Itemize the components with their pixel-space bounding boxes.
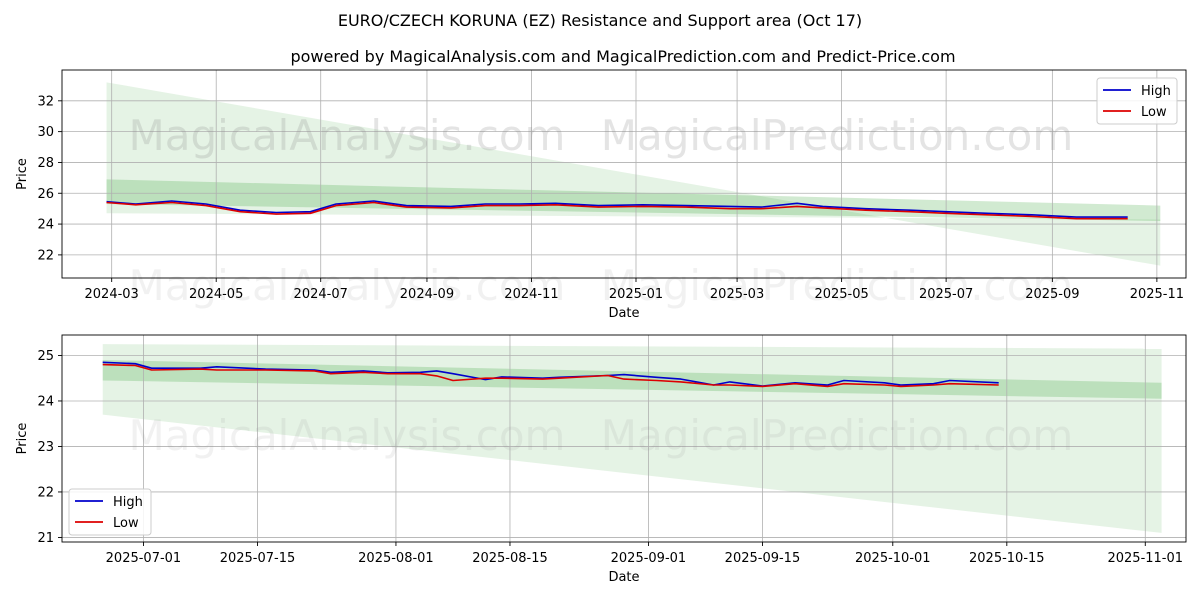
plot-frame bbox=[61, 334, 1187, 543]
series-line-low bbox=[106, 201, 1128, 220]
watermark: MagicalAnalysis.com bbox=[129, 411, 566, 460]
y-tick-label: 22 bbox=[37, 248, 54, 263]
watermark: MagicalPrediction.com bbox=[601, 111, 1074, 160]
watermark: MagicalAnalysis.com bbox=[129, 261, 566, 310]
y-axis-label: Price bbox=[15, 158, 30, 190]
y-tick-label: 26 bbox=[37, 187, 54, 202]
series-line-low bbox=[102, 363, 999, 388]
legend: High Low bbox=[1096, 77, 1178, 125]
band-0 bbox=[106, 82, 1161, 266]
legend: High Low bbox=[68, 488, 152, 536]
series-line-high bbox=[102, 361, 999, 387]
y-tick-label: 25 bbox=[37, 349, 54, 364]
x-axis-label: Date bbox=[608, 306, 639, 321]
x-axis: 2025-07-01 2025-07-15 2025-08-01 2025-08-15… bbox=[106, 542, 1183, 585]
x-tick-label: 2025-09 bbox=[1025, 287, 1079, 302]
x-tick-label: 2025-07-01 bbox=[106, 551, 182, 566]
support-resistance-bands bbox=[106, 82, 1161, 266]
x-tick-label: 2024-11 bbox=[504, 287, 558, 302]
y-tick-label: 24 bbox=[37, 394, 54, 409]
y-tick-label: 21 bbox=[37, 531, 54, 546]
series-lines bbox=[102, 361, 999, 388]
top-chart-panel: MagicalAnalysis.com MagicalAnalysis.com Ma… bbox=[15, 69, 1187, 321]
series-lines bbox=[106, 200, 1128, 220]
x-tick-label: 2024-03 bbox=[85, 287, 139, 302]
x-tick-label: 2025-07-15 bbox=[220, 551, 296, 566]
grid bbox=[62, 335, 1186, 542]
y-tick-label: 28 bbox=[37, 156, 54, 171]
x-tick-label: 2025-11-01 bbox=[1107, 551, 1183, 566]
legend-label-low: Low bbox=[113, 516, 139, 531]
watermark: MagicalPrediction.com bbox=[601, 411, 1074, 460]
x-axis: 2024-03 2024-05 2024-07 2024-09 2024-11 2025-… bbox=[85, 278, 1184, 321]
x-tick-label: 2025-11 bbox=[1130, 287, 1184, 302]
legend-label-high: High bbox=[113, 495, 143, 510]
x-tick-label: 2025-10-01 bbox=[855, 551, 931, 566]
x-tick-label: 2024-09 bbox=[400, 287, 454, 302]
x-tick-label: 2025-03 bbox=[710, 287, 764, 302]
y-axis: 21 22 23 24 25 Price bbox=[15, 349, 62, 546]
watermark: MagicalAnalysis.com bbox=[129, 111, 566, 160]
x-tick-label: 2024-07 bbox=[294, 287, 348, 302]
watermark: MagicalAnalysis.com bbox=[129, 111, 566, 160]
x-tick-label: 2024-05 bbox=[189, 287, 243, 302]
plot-frame bbox=[61, 69, 1187, 279]
band-0 bbox=[102, 344, 1162, 533]
x-tick-label: 2025-05 bbox=[814, 287, 868, 302]
watermark: MagicalPrediction.com bbox=[601, 111, 1074, 160]
legend-label-low: Low bbox=[1141, 105, 1167, 120]
x-tick-label: 2025-09-15 bbox=[725, 551, 801, 566]
y-tick-label: 23 bbox=[37, 440, 54, 455]
y-tick-label: 22 bbox=[37, 485, 54, 500]
chart-subtitle: powered by MagicalAnalysis.com and Magic… bbox=[290, 47, 955, 66]
bottom-chart-panel: MagicalAnalysis.com MagicalAnalysis.com Ma… bbox=[15, 111, 1187, 585]
y-tick-label: 32 bbox=[37, 94, 54, 109]
x-axis-label: Date bbox=[608, 570, 639, 585]
y-tick-label: 30 bbox=[37, 125, 54, 140]
x-tick-label: 2025-08-15 bbox=[472, 551, 548, 566]
legend-label-high: High bbox=[1141, 84, 1171, 99]
chart-title: EURO/CZECH KORUNA (EZ) Resistance and Su… bbox=[338, 11, 862, 30]
y-axis-label: Price bbox=[15, 423, 30, 455]
watermark: MagicalPrediction.com bbox=[601, 261, 1074, 310]
y-axis: 22 24 26 28 30 32 Price bbox=[15, 94, 62, 263]
y-tick-label: 24 bbox=[37, 218, 54, 233]
x-tick-label: 2025-01 bbox=[609, 287, 663, 302]
x-tick-label: 2025-09-01 bbox=[611, 551, 687, 566]
x-tick-label: 2025-07 bbox=[919, 287, 973, 302]
x-tick-label: 2025-08-01 bbox=[358, 551, 434, 566]
x-tick-label: 2025-10-15 bbox=[969, 551, 1045, 566]
series-line-high bbox=[106, 200, 1128, 218]
